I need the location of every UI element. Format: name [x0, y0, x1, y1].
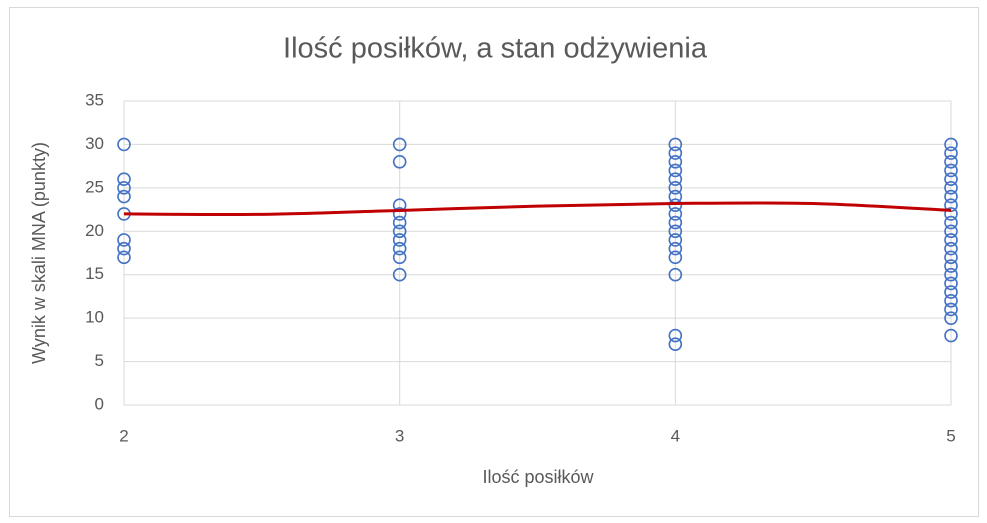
point [944, 215, 958, 230]
point [668, 224, 683, 239]
point [668, 337, 683, 352]
point [944, 285, 958, 299]
point [944, 172, 958, 186]
y-tick-label: 5 [95, 351, 104, 370]
point [944, 137, 958, 152]
y-tick-label: 20 [85, 221, 104, 240]
y-tick-label: 35 [85, 90, 104, 109]
point [117, 172, 131, 186]
point [668, 267, 683, 282]
x-tick-label: 3 [395, 426, 404, 445]
point [944, 276, 958, 291]
point [392, 250, 407, 265]
point [117, 250, 131, 265]
point [117, 241, 131, 256]
point [944, 250, 958, 265]
point [944, 181, 958, 195]
point [392, 233, 407, 247]
chart-border [9, 7, 979, 517]
x-tick-label: 2 [119, 426, 128, 445]
point [668, 233, 683, 247]
point [668, 146, 683, 160]
trend-line [123, 201, 952, 217]
point [944, 189, 958, 204]
point [392, 207, 407, 221]
point [392, 215, 407, 230]
y-tick-label: 15 [85, 264, 104, 283]
point [668, 155, 683, 169]
point [944, 207, 958, 221]
point [392, 241, 407, 256]
point [944, 302, 958, 317]
point [668, 198, 683, 213]
point [392, 224, 407, 239]
point [944, 155, 958, 169]
y-tick-label: 25 [85, 177, 104, 196]
point [944, 267, 958, 282]
y-tick-label: 30 [85, 134, 104, 153]
point [117, 181, 131, 195]
point [668, 250, 683, 265]
point [668, 328, 683, 343]
x-axis-label: Ilość posiłków [482, 467, 594, 487]
chart-title: Ilość posiłków, a stan odżywienia [283, 33, 708, 65]
point [668, 181, 683, 195]
point [944, 224, 958, 239]
point [392, 137, 407, 152]
x-tick-label: 5 [946, 426, 955, 445]
point [117, 233, 131, 247]
point [668, 172, 683, 186]
point [944, 241, 958, 256]
point [668, 137, 683, 152]
point [944, 233, 958, 247]
point [668, 215, 683, 230]
point [668, 163, 683, 178]
y-tick-label: 0 [95, 394, 104, 413]
point [668, 207, 683, 221]
point [392, 267, 407, 282]
x-tick-label: 4 [671, 426, 680, 445]
y-axis-label: Wynik w skali MNA (punkty) [29, 142, 49, 364]
point [117, 137, 131, 152]
point [944, 259, 958, 273]
y-tick-label: 10 [85, 308, 104, 327]
point [944, 328, 958, 343]
point [944, 163, 958, 178]
point [392, 155, 407, 169]
point [944, 146, 958, 160]
point [117, 189, 131, 204]
point [944, 198, 958, 213]
point [944, 311, 958, 325]
point [668, 241, 683, 256]
point [944, 293, 958, 308]
